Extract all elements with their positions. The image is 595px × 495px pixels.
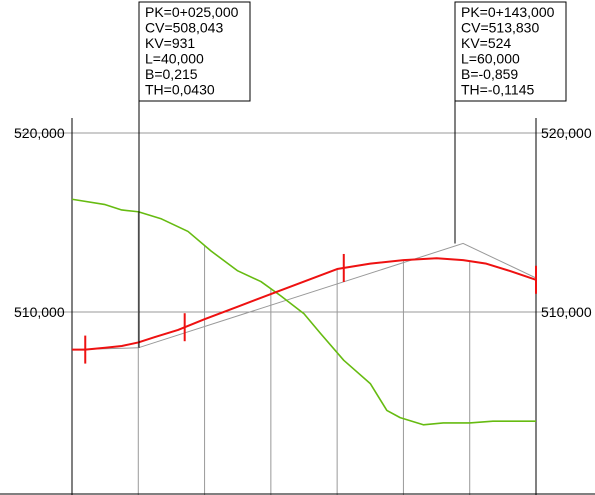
vertical-curve-0-line-0: PK=0+025,000 <box>145 4 239 20</box>
vertical-curve-0-line-4: B=0,215 <box>145 66 198 82</box>
annotation-layer: PK=0+025,000CV=508,043KV=931L=40,000B=0,… <box>138 1 567 348</box>
axis-layer: 520,000 520,000 510,000 510,000 <box>0 118 595 495</box>
vertical-curve-1-line-3: L=60,000 <box>461 51 520 67</box>
y-tick-right-0: 520,000 <box>541 125 592 141</box>
vertical-curve-box-0 <box>138 1 251 102</box>
y-tick-left-1: 510,000 <box>14 304 65 320</box>
grade_line-line <box>72 257 537 351</box>
vertical-curve-1-line-4: B=-0,859 <box>461 66 518 82</box>
series-layer <box>71 198 537 426</box>
vertical-curve-1-line-0: PK=0+143,000 <box>461 4 555 20</box>
terrain-line <box>71 198 536 426</box>
vertical-curve-1-line-5: TH=-0,1145 <box>461 82 534 98</box>
y-tick-left-0: 520,000 <box>14 125 65 141</box>
vertical-curve-1-line-2: KV=524 <box>461 35 511 51</box>
grid-layer <box>16 132 578 495</box>
vertical-curve-box-1 <box>454 1 567 102</box>
y-tick-right-1: 510,000 <box>541 304 592 320</box>
vertical-curve-0-line-5: TH=0,0430 <box>145 82 215 98</box>
vertical-curve-0-line-2: KV=931 <box>145 35 195 51</box>
vertical-curve-1-line-1: CV=513,830 <box>461 20 539 36</box>
vertical-curve-0-line-1: CV=508,043 <box>145 20 223 36</box>
tangent-line <box>71 242 537 351</box>
vertical-curve-0-line-3: L=40,000 <box>145 51 204 67</box>
